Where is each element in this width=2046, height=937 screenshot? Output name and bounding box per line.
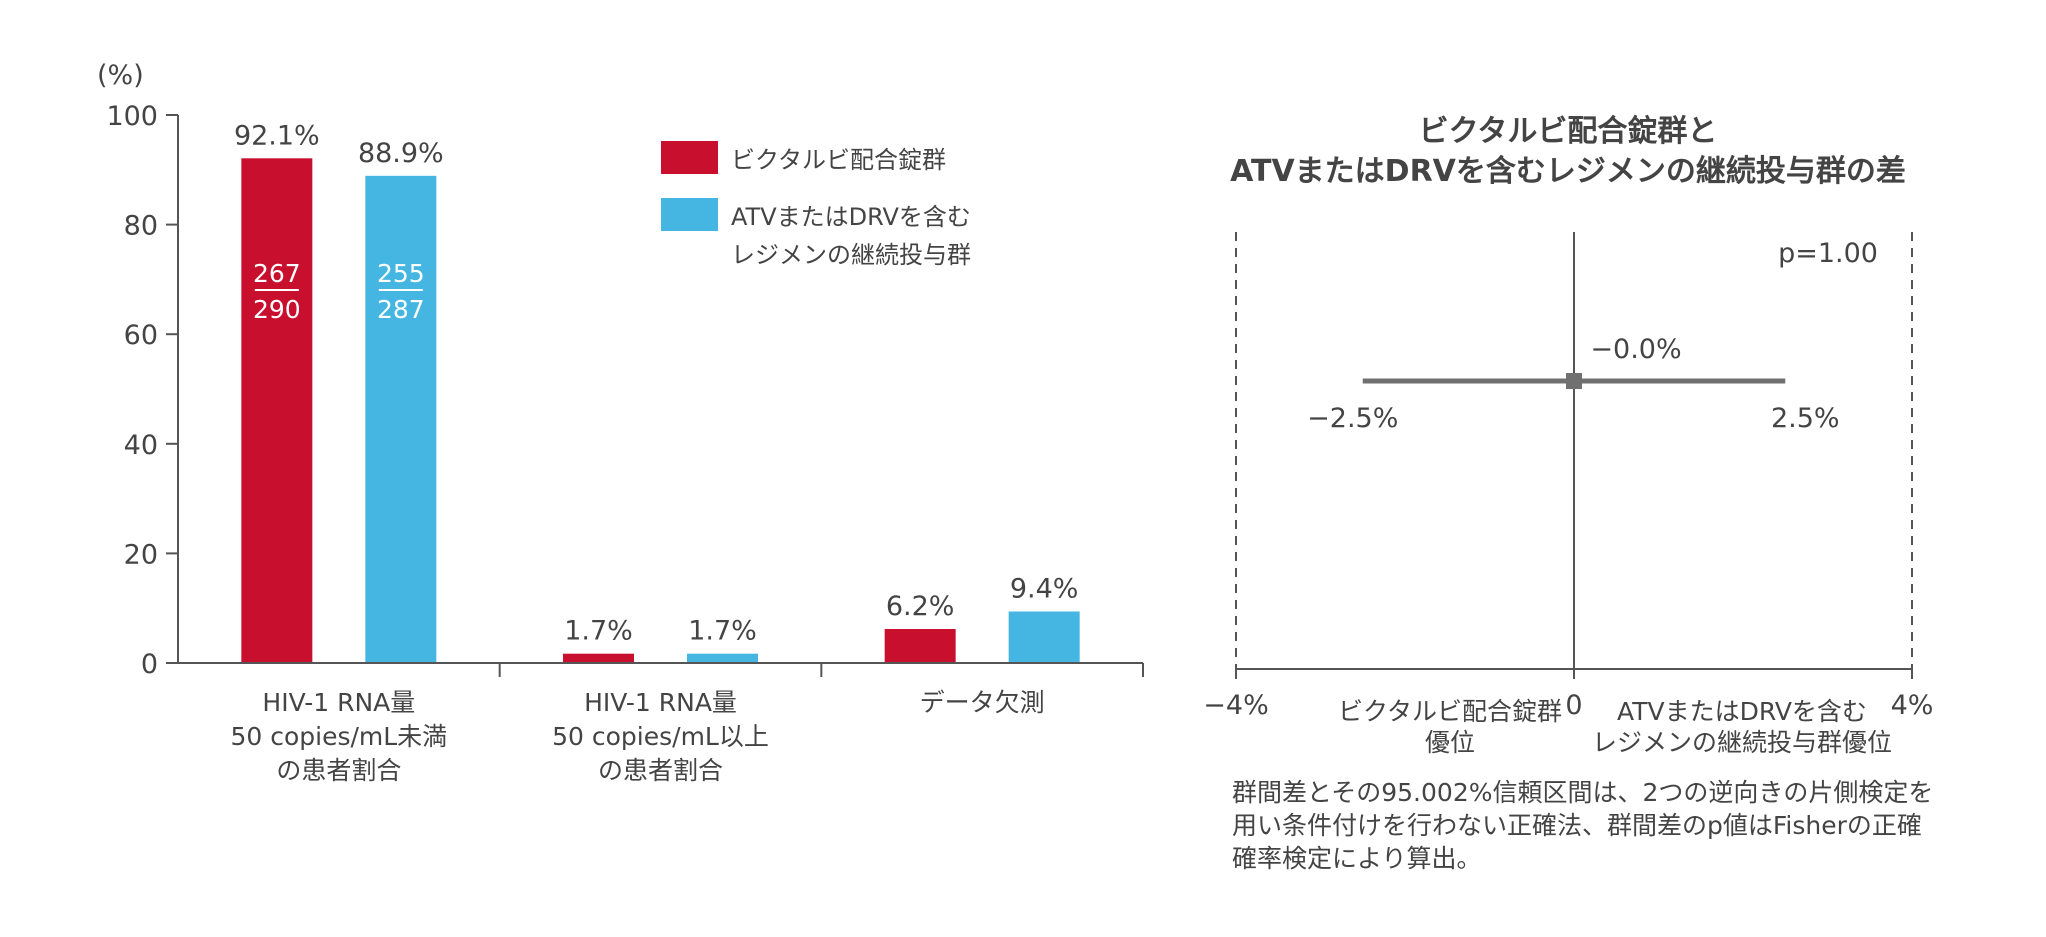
x-category-label: 50 copies/mL未満 bbox=[230, 722, 447, 751]
bar-value-label: 1.7% bbox=[564, 616, 633, 647]
y-tick-label: 60 bbox=[124, 320, 158, 351]
legend-swatch bbox=[661, 141, 718, 174]
y-axis: 0 20 40 60 80 100 bbox=[106, 101, 179, 680]
legend-swatch bbox=[661, 198, 718, 231]
legend-label: ビクタルビ配合錠群 bbox=[731, 146, 946, 174]
legend-label: ATVまたはDRVを含む bbox=[731, 203, 971, 231]
bar-atv-drv-2 bbox=[1008, 611, 1080, 663]
favours-right-label: レジメンの継続投与群優位 bbox=[1592, 728, 1892, 757]
x-category-label: の患者割合 bbox=[598, 756, 723, 785]
bar-value-label: 6.2% bbox=[886, 591, 955, 622]
forest-tick-label: 4% bbox=[1891, 690, 1934, 721]
bar-value-label: 1.7% bbox=[688, 616, 757, 647]
footnote: 群間差とその95.002%信頼区間は、2つの逆向きの片側検定を 用い条件付けを行… bbox=[1232, 776, 2012, 875]
y-tick-label: 40 bbox=[124, 430, 158, 461]
legend-label: レジメンの継続投与群 bbox=[731, 241, 971, 269]
x-category-label: HIV-1 RNA量 bbox=[262, 688, 415, 717]
bar-atv-drv-0 bbox=[365, 175, 437, 663]
x-category-label: 50 copies/mL以上 bbox=[552, 722, 769, 751]
y-tick-label: 100 bbox=[106, 101, 158, 132]
bar-chart: (%) 0 20 40 60 80 100 92.1% 267 290 88.9% 255 287 1… bbox=[97, 60, 1144, 785]
footnote-line-1: 群間差とその95.002%信頼区間は、2つの逆向きの片側検定を bbox=[1232, 778, 1934, 807]
bar-bictarvy-0 bbox=[241, 158, 313, 664]
footnote-line-2: 用い条件付けを行わない正確法、群間差のp値はFisherの正確 bbox=[1232, 811, 1922, 840]
favours-left-label: 優位 bbox=[1425, 728, 1475, 757]
bar-bictarvy-2 bbox=[884, 629, 956, 663]
forest-title-line-1: ビクタルビ配合錠群と bbox=[1419, 114, 1718, 149]
bar-bictarvy-1 bbox=[563, 653, 634, 663]
favours-left-label: ビクタルビ配合錠群 bbox=[1338, 697, 1562, 726]
fraction-numerator: 255 bbox=[377, 259, 425, 288]
bar-value-label: 92.1% bbox=[234, 120, 320, 151]
footnote-line-3: 確率検定により算出。 bbox=[1232, 844, 1482, 873]
point-estimate-marker bbox=[1566, 373, 1582, 389]
y-axis-unit-label: (%) bbox=[97, 60, 144, 91]
point-estimate-label: −0.0% bbox=[1590, 334, 1681, 365]
favours-right-label: ATVまたはDRVを含む bbox=[1617, 697, 1867, 726]
ci-lower-label: −2.5% bbox=[1307, 403, 1398, 434]
fraction-denominator: 290 bbox=[253, 295, 301, 324]
x-category-label: HIV-1 RNA量 bbox=[584, 688, 737, 717]
forest-plot: ビクタルビ配合錠群と ATVまたはDRVを含むレジメンの継続投与群の差 −4% 0… bbox=[1203, 114, 1933, 757]
bars: 92.1% 267 290 88.9% 255 287 1.7% 1.7% 6.2% 9.4% bbox=[234, 120, 1080, 664]
y-tick-label: 20 bbox=[124, 539, 158, 570]
legend: ビクタルビ配合錠群 ATVまたはDRVを含むレジメンの継続投与群 bbox=[661, 141, 971, 269]
p-value-label: p=1.00 bbox=[1778, 238, 1878, 269]
bar-value-label: 9.4% bbox=[1010, 573, 1079, 604]
fraction-numerator: 267 bbox=[253, 259, 301, 288]
y-tick-label: 0 bbox=[141, 649, 158, 680]
bar-value-label: 88.9% bbox=[358, 138, 444, 169]
ci-upper-label: 2.5% bbox=[1771, 403, 1840, 434]
x-category-label: の患者割合 bbox=[276, 756, 401, 785]
fraction-denominator: 287 bbox=[377, 295, 425, 324]
forest-title-line-2: ATVまたはDRVを含むレジメンの継続投与群の差 bbox=[1230, 154, 1906, 189]
x-category-label: データ欠測 bbox=[920, 688, 1045, 717]
y-tick-label: 80 bbox=[124, 211, 158, 242]
bar-atv-drv-1 bbox=[687, 653, 758, 663]
forest-tick-label: 0 bbox=[1565, 690, 1582, 721]
forest-tick-label: −4% bbox=[1203, 690, 1268, 721]
